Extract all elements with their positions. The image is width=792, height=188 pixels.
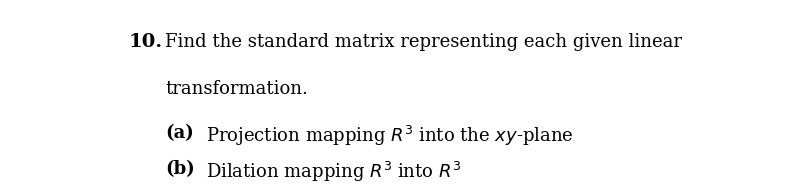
Text: Projection mapping $R^3$ into the $xy$-plane: Projection mapping $R^3$ into the $xy$-p… bbox=[207, 124, 574, 148]
Text: Dilation mapping $R^3$ into $R^3$: Dilation mapping $R^3$ into $R^3$ bbox=[207, 160, 462, 184]
Text: (b): (b) bbox=[166, 160, 195, 178]
Text: Find the standard matrix representing each given linear: Find the standard matrix representing ea… bbox=[166, 33, 682, 51]
Text: 10.: 10. bbox=[128, 33, 162, 51]
Text: (a): (a) bbox=[166, 124, 194, 142]
Text: transformation.: transformation. bbox=[166, 80, 308, 99]
